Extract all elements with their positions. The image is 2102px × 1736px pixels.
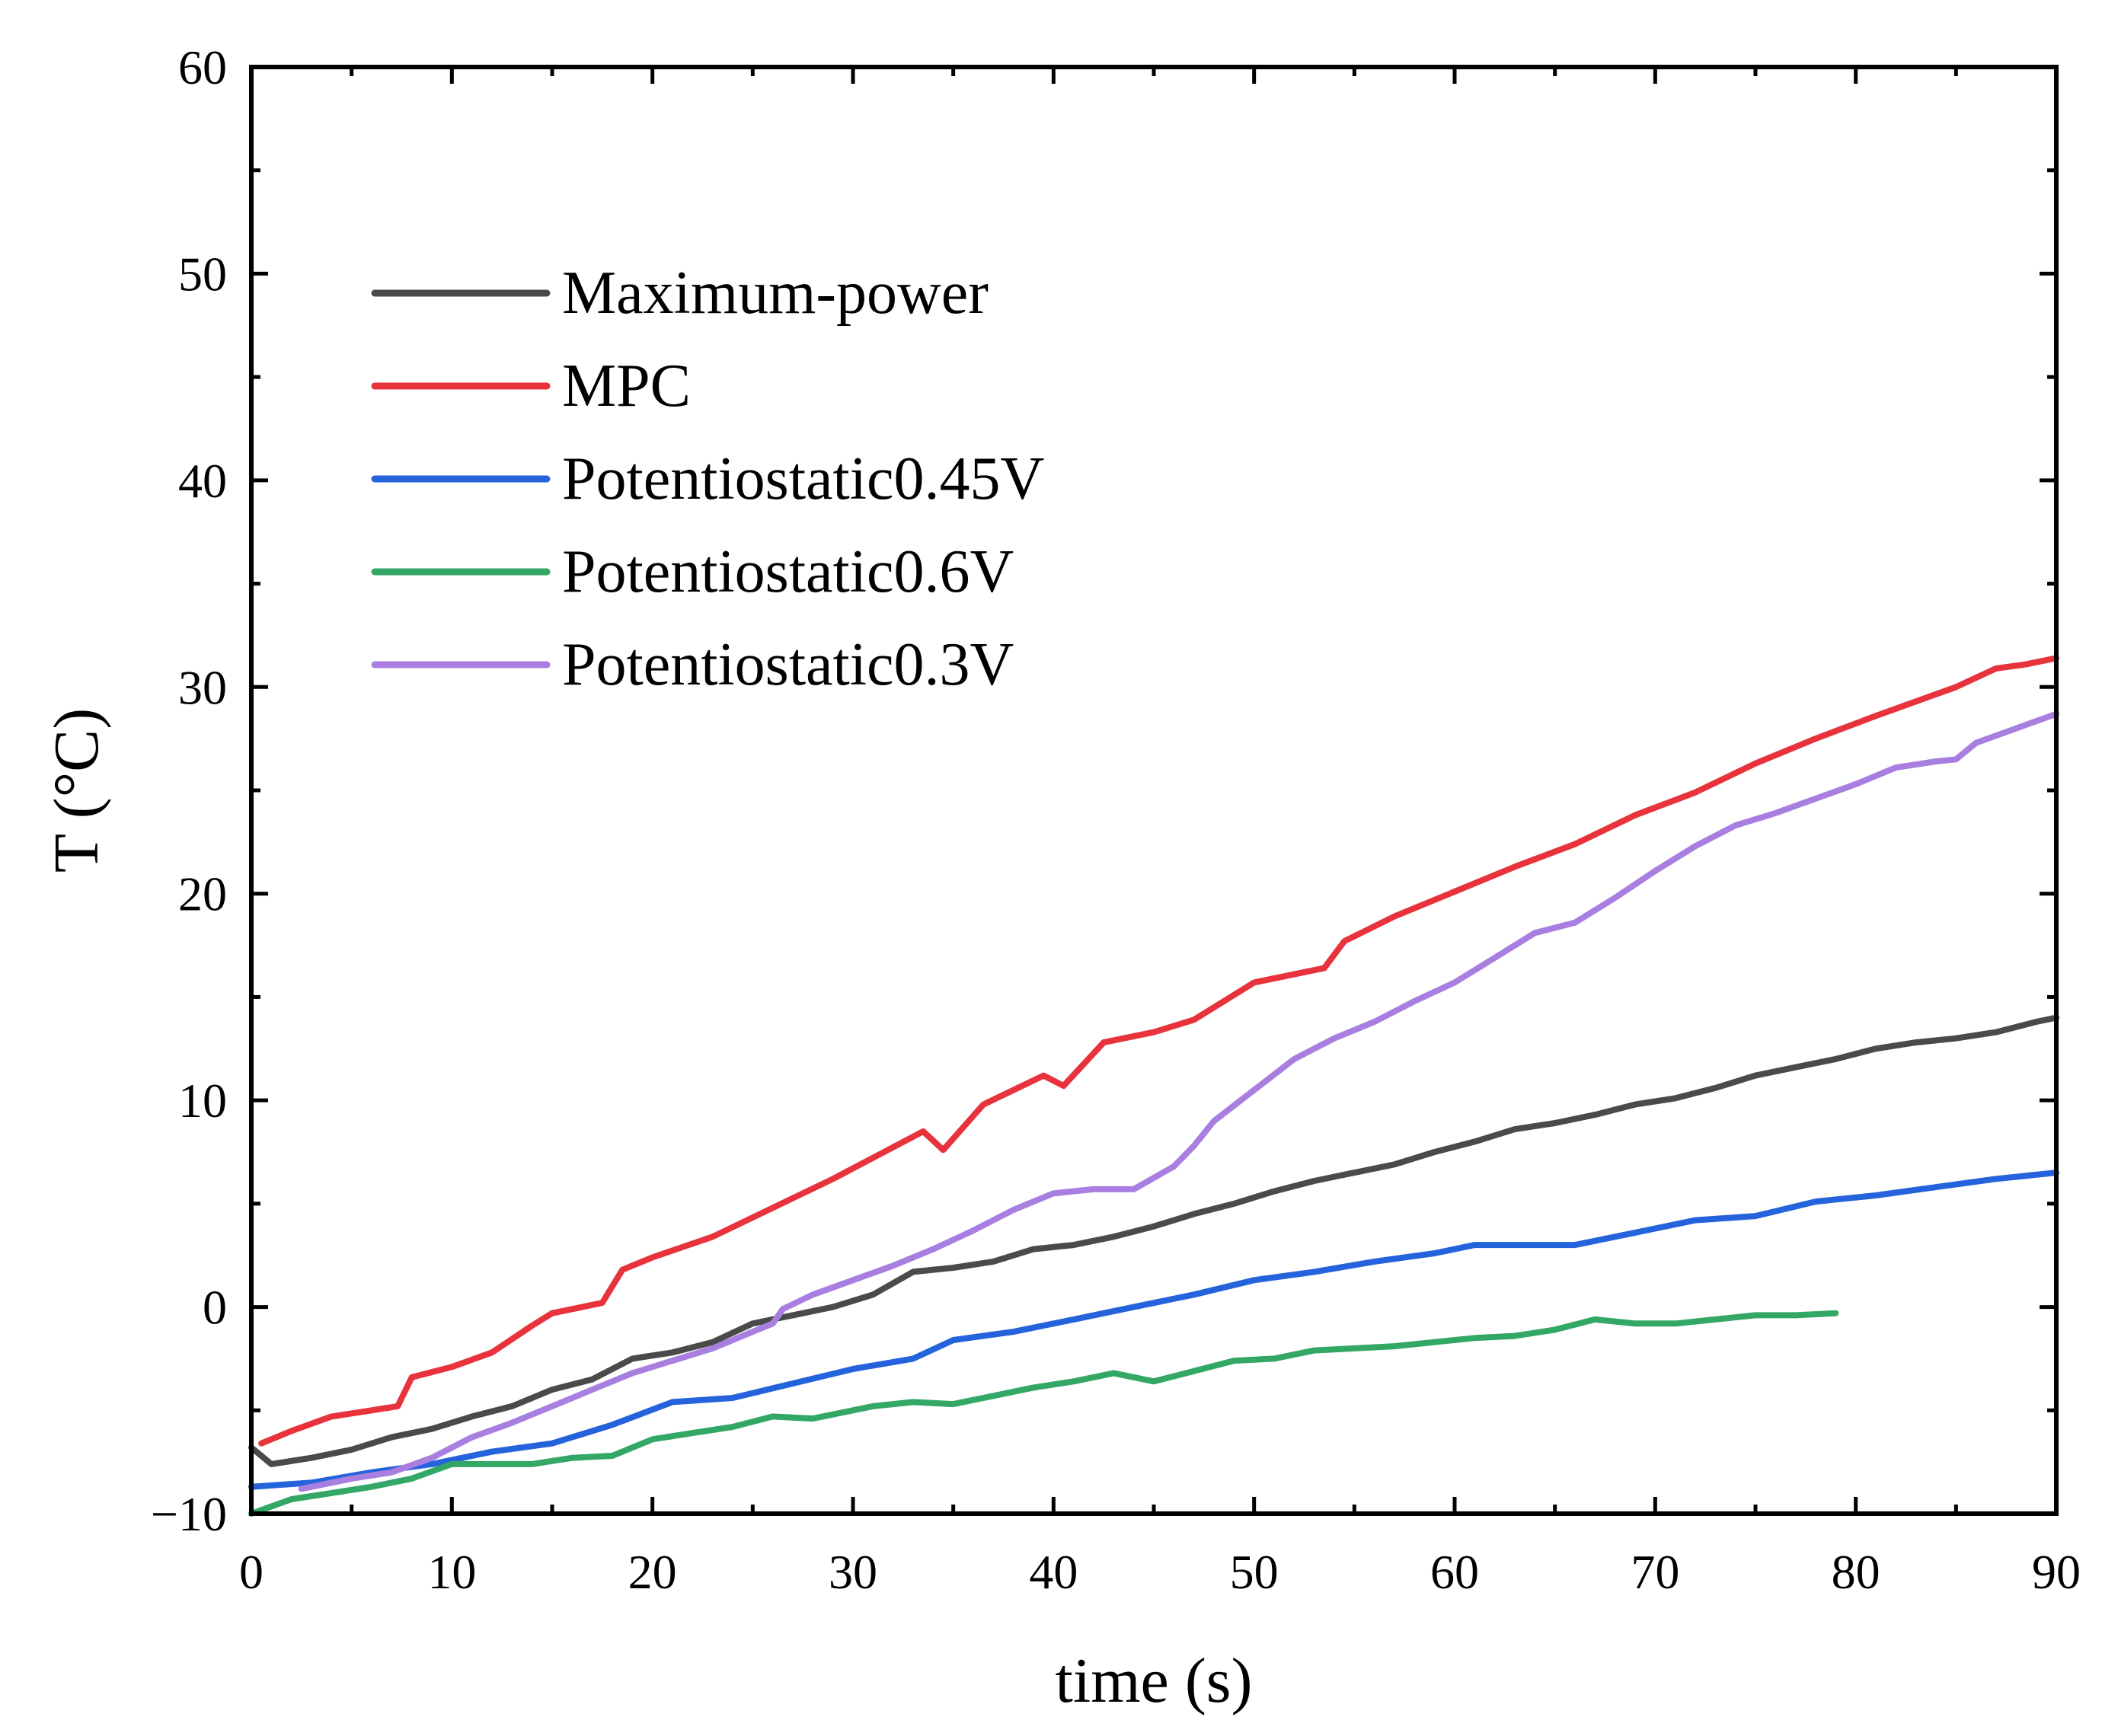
x-axis-title: time (s) [1056, 1645, 1253, 1716]
y-tick-label: −10 [151, 1487, 227, 1541]
ticks-layer [249, 65, 2059, 1516]
y-tick-label: 50 [178, 247, 227, 301]
y-tick-label: 20 [178, 867, 227, 921]
series-layer [248, 655, 2059, 1517]
y-axis-title: T (°C) [41, 708, 112, 873]
x-tick-label: 90 [2032, 1545, 2081, 1599]
series-line-2 [248, 1170, 2059, 1490]
legend: Maximum-power MPC Potentiostatic0.45V Poten… [371, 260, 1044, 698]
legend-label-2: Potentiostatic0.45V [562, 445, 1044, 512]
series-line-4 [298, 710, 2059, 1492]
x-tick-label: 60 [1430, 1545, 1479, 1599]
x-tick-label: 0 [239, 1545, 264, 1599]
legend-label-1: MPC [562, 353, 691, 420]
legend-label-3: Potentiostatic0.6V [562, 538, 1014, 605]
x-tick-label: 30 [829, 1545, 877, 1599]
series-line-0 [248, 1014, 2059, 1467]
legend-label-0: Maximum-power [562, 260, 989, 327]
x-tick-label: 20 [628, 1545, 677, 1599]
x-tick-label: 50 [1230, 1545, 1279, 1599]
x-tick-label: 80 [1832, 1545, 1880, 1599]
x-tick-label: 70 [1631, 1545, 1679, 1599]
series-line-3 [248, 1310, 1839, 1517]
y-tick-label: 60 [178, 40, 227, 94]
y-tick-label: 0 [203, 1281, 227, 1335]
legend-label-4: Potentiostatic0.3V [562, 631, 1014, 698]
series-line-1 [258, 655, 2059, 1447]
y-tick-label: 40 [178, 454, 227, 508]
y-tick-label: 10 [178, 1074, 227, 1128]
y-tick-label: 30 [178, 660, 227, 714]
x-tick-label: 10 [427, 1545, 476, 1599]
x-tick-label: 40 [1029, 1545, 1078, 1599]
